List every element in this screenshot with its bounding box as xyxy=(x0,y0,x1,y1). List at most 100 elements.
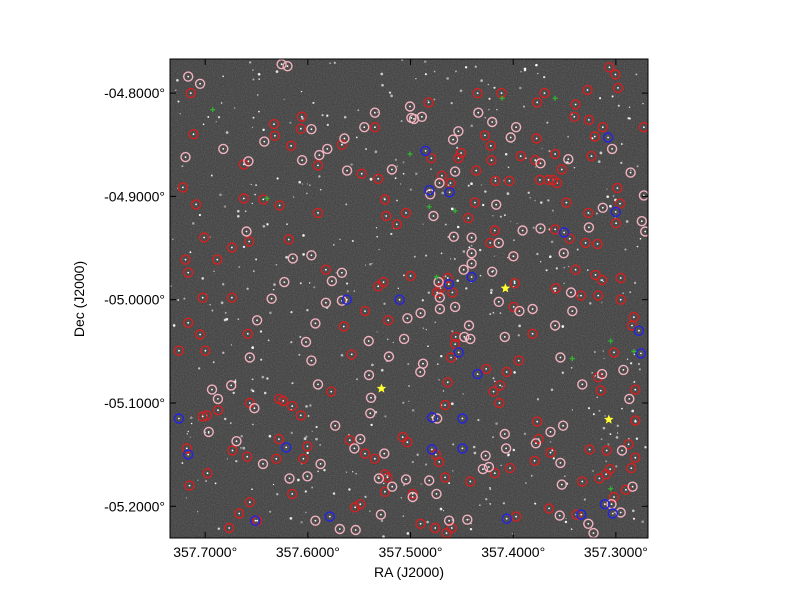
field-star xyxy=(644,446,647,449)
source-dot xyxy=(499,384,501,387)
red-circle-marker xyxy=(620,484,632,495)
field-star xyxy=(448,482,451,485)
field-star xyxy=(209,236,211,238)
blue-circle-marker xyxy=(443,279,454,290)
pink-circle-marker xyxy=(627,481,638,492)
source-dot xyxy=(247,160,250,163)
source-dot xyxy=(580,294,582,297)
field-star xyxy=(399,183,402,185)
pink-circle-marker xyxy=(500,443,512,454)
source-dot xyxy=(470,262,473,265)
source-dot xyxy=(605,449,608,452)
pink-circle-marker xyxy=(577,379,588,390)
red-circle-marker xyxy=(285,140,297,152)
field-star xyxy=(378,248,380,251)
source-dot xyxy=(405,478,407,481)
blue-circle-marker xyxy=(324,511,335,522)
source-dot xyxy=(563,231,565,234)
source-dot xyxy=(238,512,241,515)
source-dot xyxy=(574,268,577,271)
source-dot xyxy=(185,447,188,450)
field-star xyxy=(374,150,378,154)
field-star xyxy=(495,422,498,425)
red-circle-marker xyxy=(295,123,306,134)
source-dot xyxy=(559,462,562,464)
field-star xyxy=(190,422,193,425)
field-star xyxy=(504,152,508,156)
source-dot xyxy=(189,92,192,94)
source-dot xyxy=(598,477,601,480)
field-star xyxy=(492,215,494,217)
source-dot xyxy=(517,359,520,362)
field-star xyxy=(292,196,295,198)
source-dot xyxy=(299,127,302,130)
source-dot xyxy=(310,254,313,257)
field-star xyxy=(479,274,482,277)
red-circle-marker xyxy=(615,272,626,284)
field-star xyxy=(382,535,385,538)
blue-circle-marker xyxy=(576,509,587,520)
source-dot xyxy=(633,316,635,319)
field-star xyxy=(609,204,612,208)
field-star xyxy=(226,318,228,320)
field-star xyxy=(605,460,608,463)
source-dot xyxy=(630,467,633,469)
red-circle-marker xyxy=(426,152,437,164)
field-star xyxy=(577,295,579,297)
field-star xyxy=(462,393,464,395)
field-star xyxy=(599,97,602,100)
pink-circle-marker xyxy=(499,331,510,343)
source-dot xyxy=(391,485,394,488)
field-star xyxy=(175,89,177,91)
pink-circle-marker xyxy=(447,134,459,145)
source-dot xyxy=(341,271,343,274)
source-dot xyxy=(439,308,441,310)
field-star xyxy=(600,438,603,441)
field-star xyxy=(283,98,285,101)
pink-circle-marker xyxy=(363,369,375,381)
field-star xyxy=(371,262,373,265)
pink-circle-marker xyxy=(334,523,345,535)
source-dot xyxy=(536,420,539,423)
source-dot xyxy=(187,75,190,78)
red-circle-marker xyxy=(545,447,556,458)
source-dot xyxy=(287,238,290,241)
red-circle-marker xyxy=(223,522,235,534)
red-circle-marker xyxy=(243,236,255,247)
field-star xyxy=(473,451,477,455)
source-dot xyxy=(230,384,233,387)
source-dot xyxy=(341,143,343,146)
source-dot xyxy=(474,201,476,204)
source-dot xyxy=(360,172,363,175)
source-dot xyxy=(531,332,534,335)
field-star xyxy=(269,510,272,513)
pink-circle-marker xyxy=(636,215,647,227)
source-dot xyxy=(377,285,380,288)
red-circle-marker xyxy=(241,451,253,462)
source-dot xyxy=(314,322,317,325)
field-star xyxy=(394,177,397,180)
pink-circle-marker xyxy=(312,379,324,390)
field-star xyxy=(232,391,235,395)
pink-circle-marker xyxy=(425,189,436,200)
field-star xyxy=(603,357,605,360)
pink-circle-marker xyxy=(244,352,256,363)
red-circle-marker xyxy=(527,328,538,339)
field-star xyxy=(375,227,378,229)
field-star xyxy=(198,213,201,217)
blue-circle-marker xyxy=(466,271,477,283)
source-dot xyxy=(500,92,503,94)
blue-circle-marker xyxy=(444,187,455,198)
red-circle-marker xyxy=(338,321,349,332)
field-star xyxy=(563,266,566,269)
pink-circle-marker xyxy=(276,59,287,70)
field-star xyxy=(272,483,275,486)
source-dot xyxy=(406,441,409,444)
source-dot xyxy=(231,296,233,299)
red-circle-marker xyxy=(529,455,540,466)
field-star xyxy=(214,482,217,485)
red-circle-marker xyxy=(391,219,402,230)
source-dot xyxy=(601,373,603,375)
pink-circle-marker xyxy=(387,481,398,492)
field-star xyxy=(376,235,379,238)
